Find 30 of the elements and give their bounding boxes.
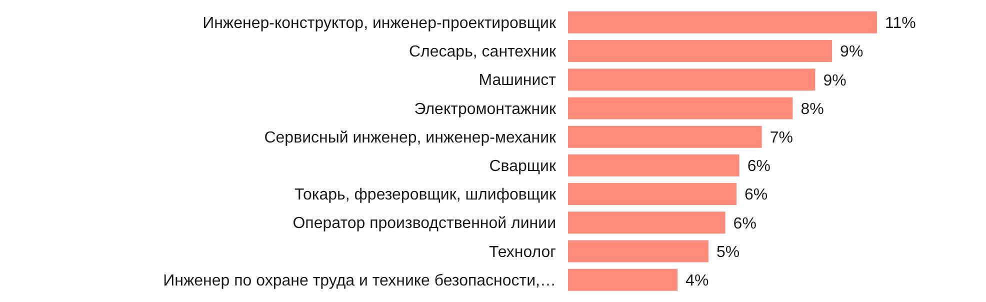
y-tick-label: Инженер по охране труда и технике безопасности,… <box>163 272 556 290</box>
y-tick-label: Электромонтажник <box>414 100 557 118</box>
data-label: 9% <box>840 44 864 61</box>
bar <box>568 183 737 206</box>
bar <box>568 68 816 91</box>
y-tick-label: Сварщик <box>489 158 557 175</box>
data-label: 6% <box>747 158 770 176</box>
y-tick-label: Машинист <box>478 72 557 90</box>
data-label: 6% <box>733 215 756 232</box>
data-label: 8% <box>800 100 824 118</box>
bar <box>568 212 726 234</box>
bar <box>568 154 740 176</box>
data-label: 5% <box>716 244 740 261</box>
y-tick-label: Слесарь, сантехник <box>408 44 557 61</box>
y-tick-label: Технолог <box>488 244 556 261</box>
bar <box>568 126 762 148</box>
y-tick-label: Инженер-конструктор, инженер-проектировщик <box>202 14 557 32</box>
data-label: 9% <box>823 72 846 90</box>
bar <box>568 268 678 291</box>
data-label: 7% <box>770 130 793 147</box>
y-tick-label: Токарь, фрезеровщик, шлифовщик <box>294 186 557 204</box>
data-label: 11% <box>885 15 916 32</box>
bar <box>568 11 877 34</box>
y-tick-label: Сервисный инженер, инженер-механик <box>264 129 557 146</box>
data-label: 6% <box>744 186 768 204</box>
data-label: 4% <box>686 272 709 290</box>
bar <box>568 40 832 62</box>
bar <box>568 97 793 120</box>
bar <box>568 240 708 262</box>
y-tick-label: Оператор производственной линии <box>292 215 556 232</box>
